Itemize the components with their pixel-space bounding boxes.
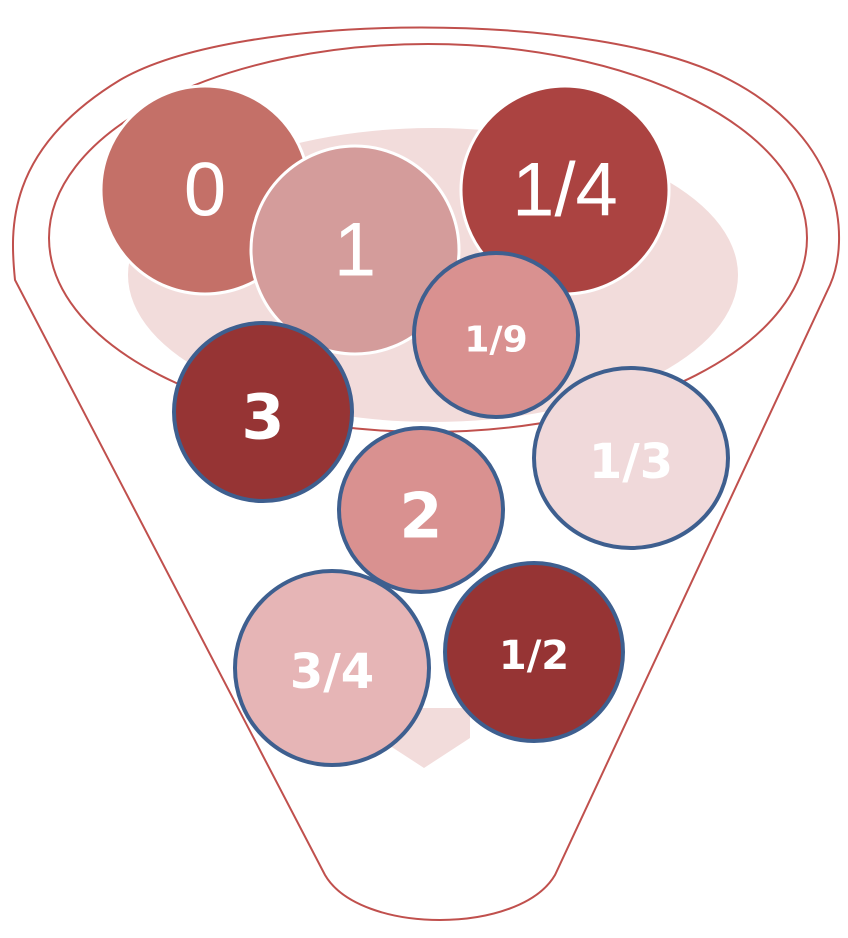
ball-3: 3 — [172, 321, 354, 503]
ball-circle — [443, 561, 625, 743]
ball-3-4: 3/4 — [233, 569, 431, 767]
ball-2: 2 — [337, 426, 505, 594]
ball-ellipse — [532, 366, 730, 550]
ball-label: 2 — [399, 480, 442, 553]
ball-1-2: 1/2 — [443, 561, 625, 743]
ball-label: 1/2 — [499, 633, 569, 679]
ball-circle — [337, 426, 505, 594]
ball-label: 0 — [184, 148, 226, 233]
ball-label: 1/3 — [589, 434, 673, 490]
ball-label: 1 — [334, 208, 376, 293]
ball-circle — [233, 569, 431, 767]
ball-circle — [172, 321, 354, 503]
ball-circle — [249, 144, 461, 356]
funnel-body — [12, 26, 840, 921]
ball-1: 1 — [249, 144, 461, 356]
ball-1-9: 1/9 — [412, 251, 580, 419]
ball-label: 1/9 — [464, 320, 527, 361]
ball-circle — [412, 251, 580, 419]
ball-1-4: 1/4 — [459, 84, 671, 296]
ball-label: 3 — [241, 381, 284, 454]
ball-1-3: 1/3 — [532, 366, 730, 550]
ball-label: 3/4 — [290, 644, 374, 700]
ball-label: 1/4 — [512, 148, 618, 233]
